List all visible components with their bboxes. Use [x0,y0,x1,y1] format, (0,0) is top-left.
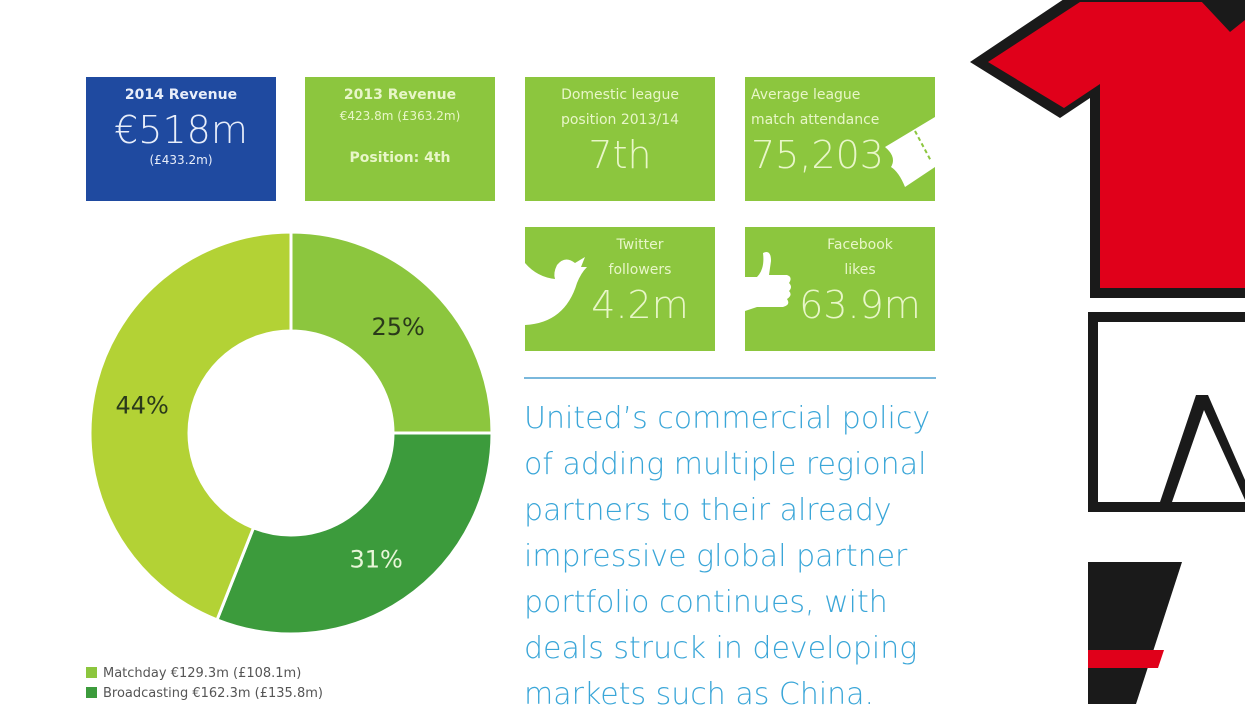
tile-position: Position: 4th [349,150,451,166]
tile-value: 4.2m [591,283,689,327]
legend-text: Broadcasting €162.3m (£135.8m) [103,686,323,701]
tile-sub: (£433.2m) [149,153,213,167]
legend-swatch [86,687,97,698]
donut-slice-label: 44% [116,392,169,420]
tile-twitter: Twitter followers 4.2m [525,227,715,351]
donut-slice-2 [88,230,293,622]
revenue-donut-chart: 25% 31% 44% [88,230,494,636]
tile-label: Twitter [616,237,664,253]
twitter-bird-icon [525,257,587,325]
tile-attendance: Average league match attendance 75,203 [745,77,935,201]
tile-label: Average league [751,87,861,103]
donut-slice-label: 25% [371,313,424,341]
tile-sub: €423.8m (£363.2m) [339,109,461,123]
divider [524,377,936,379]
pull-quote: United’s commercial policy of adding mul… [524,401,931,712]
tile-label: followers [608,262,672,278]
donut-slice-1 [215,431,494,636]
tile-value: 7th [588,133,652,177]
thumbs-up-icon [745,252,791,311]
legend-item-matchday: Matchday €129.3m (£108.1m) [86,666,301,681]
donut-slice-0 [289,230,494,435]
tile-label: 2013 Revenue [343,87,457,103]
legend-swatch [86,667,97,678]
tile-value: €518m [114,108,248,152]
tile-label: Facebook [827,237,893,253]
tile-2013-revenue: 2013 Revenue €423.8m (£363.2m) Position:… [305,77,495,201]
legend-item-broadcasting: Broadcasting €162.3m (£135.8m) [86,686,323,701]
tile-value: 63.9m [799,283,921,327]
tile-label: likes [844,262,876,278]
tile-facebook: Facebook likes 63.9m [745,227,935,351]
tile-label: Domestic league [561,87,679,103]
ticket-icon [885,117,935,187]
tile-label: match attendance [751,112,880,128]
shirt-logo [970,0,1245,704]
donut-slice-label: 31% [349,545,402,573]
tile-2014-revenue: 2014 Revenue €518m (£433.2m) [86,77,276,201]
tile-label: 2014 Revenue [124,87,238,103]
tile-label: position 2013/14 [560,112,680,128]
tile-value: 75,203 [751,133,884,177]
tile-league-position: Domestic league position 2013/14 7th [525,77,715,201]
legend-text: Matchday €129.3m (£108.1m) [103,666,302,681]
